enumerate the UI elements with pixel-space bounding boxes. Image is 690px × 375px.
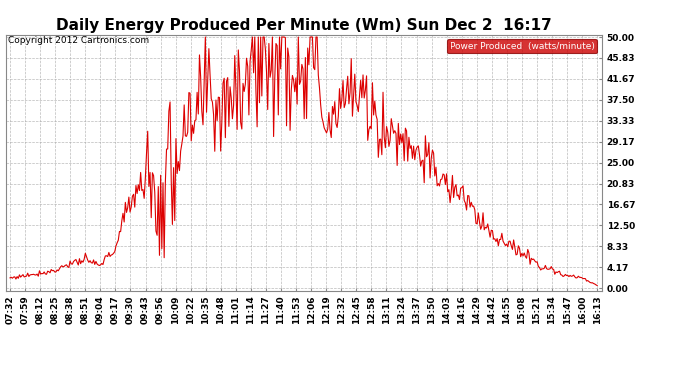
Title: Daily Energy Produced Per Minute (Wm) Sun Dec 2  16:17: Daily Energy Produced Per Minute (Wm) Su…: [56, 18, 551, 33]
Legend: Power Produced  (watts/minute): Power Produced (watts/minute): [447, 39, 597, 53]
Text: Copyright 2012 Cartronics.com: Copyright 2012 Cartronics.com: [8, 36, 150, 45]
